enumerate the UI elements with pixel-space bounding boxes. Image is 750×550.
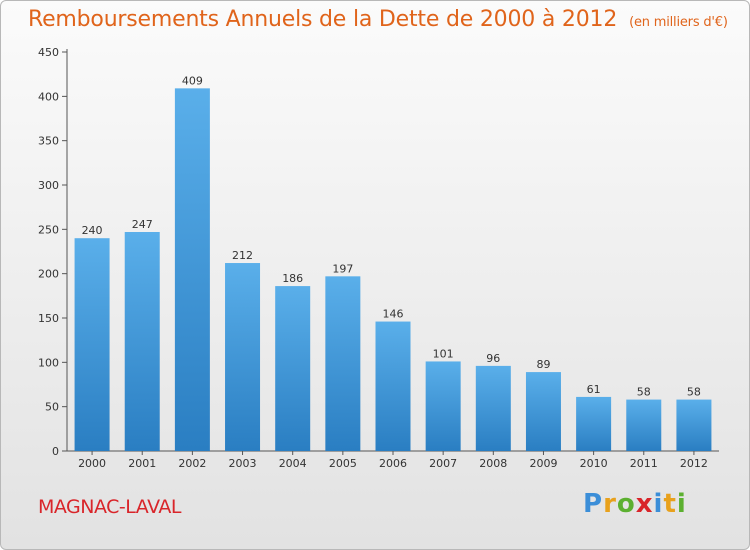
data-label-2008: 96 bbox=[486, 352, 500, 365]
bar-2009 bbox=[525, 372, 561, 451]
logo-letter: i bbox=[653, 489, 664, 519]
y-tick-label: 100 bbox=[38, 356, 59, 369]
chart-unit-note: (en milliers d'€) bbox=[629, 15, 728, 30]
bar-2003 bbox=[225, 263, 261, 451]
data-label-2004: 186 bbox=[282, 272, 303, 285]
x-tick-label-2004: 2004 bbox=[279, 457, 307, 470]
commune-name: MAGNAC-LAVAL bbox=[38, 496, 181, 518]
logo-letter: t bbox=[663, 489, 677, 519]
bar-2012 bbox=[676, 399, 712, 451]
data-label-2009: 89 bbox=[536, 358, 550, 371]
bar-2001 bbox=[124, 231, 160, 451]
bar-2004 bbox=[275, 286, 311, 451]
x-tick-label-2002: 2002 bbox=[178, 457, 206, 470]
proxiti-logo: Proxiti bbox=[583, 489, 687, 519]
x-tick-label-2008: 2008 bbox=[479, 457, 507, 470]
y-tick-label: 400 bbox=[38, 90, 59, 103]
y-tick-label: 200 bbox=[38, 268, 59, 281]
y-tick-label: 150 bbox=[38, 312, 59, 325]
x-tick-label-2001: 2001 bbox=[128, 457, 156, 470]
logo-letter: r bbox=[603, 489, 617, 519]
x-tick-label-2005: 2005 bbox=[329, 457, 357, 470]
bar-2000 bbox=[74, 238, 110, 451]
chart-title-text: Remboursements Annuels de la Dette de 20… bbox=[28, 7, 618, 32]
x-tick-label-2009: 2009 bbox=[529, 457, 557, 470]
y-tick-label: 50 bbox=[45, 401, 59, 414]
x-tick-label-2000: 2000 bbox=[78, 457, 106, 470]
x-tick-label-2006: 2006 bbox=[379, 457, 407, 470]
bar-2005 bbox=[325, 276, 361, 451]
x-tick-label-2010: 2010 bbox=[580, 457, 608, 470]
y-tick-label: 0 bbox=[52, 445, 59, 458]
y-tick-label: 450 bbox=[38, 46, 59, 59]
x-tick-label-2011: 2011 bbox=[630, 457, 658, 470]
data-label-2010: 61 bbox=[587, 383, 601, 396]
data-label-2003: 212 bbox=[232, 249, 253, 262]
x-tick-label-2007: 2007 bbox=[429, 457, 457, 470]
bar-2006 bbox=[375, 321, 411, 451]
data-label-2011: 58 bbox=[637, 386, 651, 399]
logo-letter: i bbox=[676, 489, 687, 519]
logo-letter: x bbox=[635, 489, 654, 519]
x-tick-label-2003: 2003 bbox=[229, 457, 257, 470]
bar-2008 bbox=[475, 365, 511, 451]
data-label-2005: 197 bbox=[332, 262, 353, 275]
data-label-2002: 409 bbox=[182, 74, 203, 87]
x-tick-label-2012: 2012 bbox=[680, 457, 708, 470]
logo-letter: P bbox=[583, 489, 604, 519]
chart-title: Remboursements Annuels de la Dette de 20… bbox=[28, 7, 728, 32]
data-label-2006: 146 bbox=[383, 308, 404, 321]
bar-2010 bbox=[576, 396, 612, 451]
logo-letter: o bbox=[616, 489, 636, 519]
data-label-2012: 58 bbox=[687, 386, 701, 399]
data-label-2007: 101 bbox=[433, 347, 454, 360]
bar-2007 bbox=[425, 361, 461, 451]
data-label-2000: 240 bbox=[82, 224, 103, 237]
y-tick-label: 300 bbox=[38, 179, 59, 192]
y-tick-label: 250 bbox=[38, 223, 59, 236]
bar-2002 bbox=[174, 88, 210, 451]
y-tick-label: 350 bbox=[38, 135, 59, 148]
data-label-2001: 247 bbox=[132, 218, 153, 231]
bar-2011 bbox=[626, 399, 662, 451]
